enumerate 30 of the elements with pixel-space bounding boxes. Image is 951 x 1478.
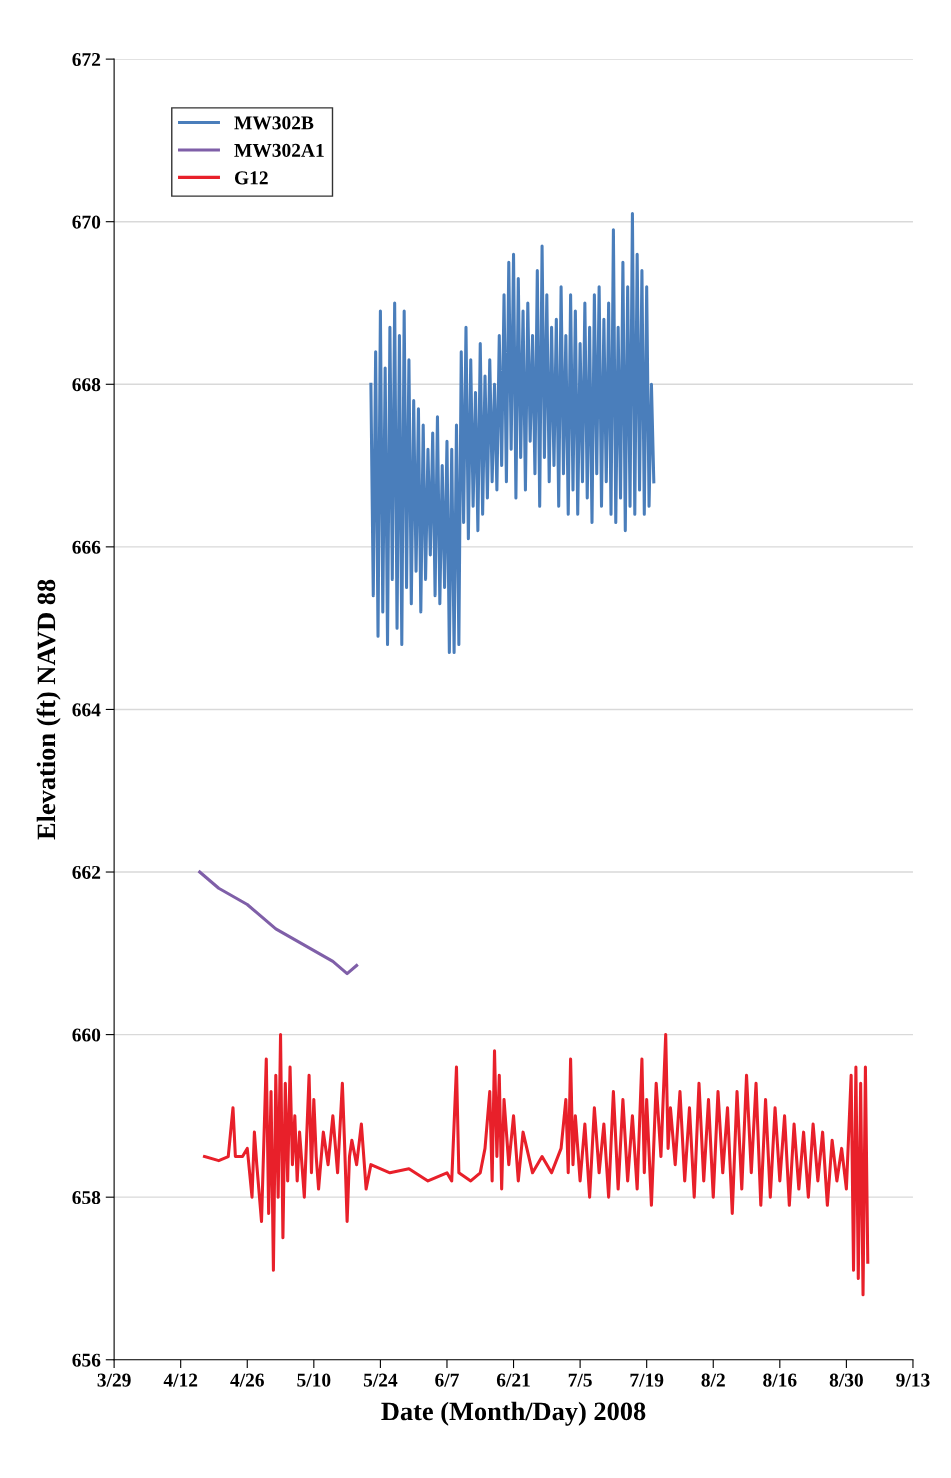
y-tick-label: 656 (72, 1353, 101, 1367)
x-axis-title: Date (Month/Day) 2008 (381, 1401, 646, 1426)
x-tick-label: 7/5 (568, 1373, 592, 1387)
line-series (198, 870, 359, 976)
x-tick-label: 7/19 (630, 1373, 664, 1387)
legend-label: MW302B (234, 116, 314, 130)
line-series (202, 1033, 870, 1297)
x-tick-label: 6/21 (496, 1373, 530, 1387)
x-tick-label: 5/24 (363, 1373, 398, 1387)
x-tick-label: 8/2 (701, 1373, 725, 1387)
x-tick-label: 4/12 (163, 1373, 198, 1387)
x-tick-label: 5/10 (297, 1373, 331, 1387)
y-tick-label: 664 (72, 703, 101, 717)
legend-label: G12 (234, 171, 268, 185)
x-tick-label: 4/26 (230, 1373, 264, 1387)
x-tick-label: 8/30 (829, 1373, 863, 1387)
y-tick-label: 666 (72, 540, 101, 554)
x-tick-label: 6/7 (435, 1373, 459, 1387)
y-axis-title: Elevation (ft) NAVD 88 (36, 579, 61, 840)
legend-label: MW302A1 (234, 143, 324, 158)
x-tick-label: 8/16 (763, 1373, 797, 1387)
y-tick-label: 662 (72, 865, 101, 879)
y-tick-label: 672 (72, 52, 101, 67)
y-tick-label: 670 (72, 215, 101, 229)
y-tick-label: 658 (72, 1191, 101, 1205)
x-tick-label: 3/29 (97, 1373, 131, 1387)
x-tick-label: 9/13 (896, 1373, 930, 1387)
line-series (369, 212, 656, 655)
y-tick-label: 668 (72, 378, 101, 392)
y-tick-label: 660 (72, 1028, 101, 1042)
